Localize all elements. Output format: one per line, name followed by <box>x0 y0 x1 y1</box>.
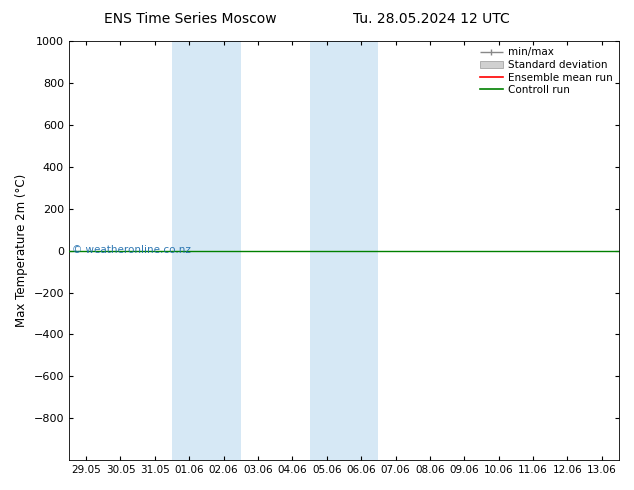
Bar <box>309 41 378 460</box>
Y-axis label: Max Temperature 2m (°C): Max Temperature 2m (°C) <box>15 174 28 327</box>
Bar <box>172 41 241 460</box>
Text: Tu. 28.05.2024 12 UTC: Tu. 28.05.2024 12 UTC <box>353 12 510 26</box>
Text: © weatheronline.co.nz: © weatheronline.co.nz <box>72 245 191 255</box>
Text: ENS Time Series Moscow: ENS Time Series Moscow <box>104 12 276 26</box>
Legend: min/max, Standard deviation, Ensemble mean run, Controll run: min/max, Standard deviation, Ensemble me… <box>476 43 617 99</box>
